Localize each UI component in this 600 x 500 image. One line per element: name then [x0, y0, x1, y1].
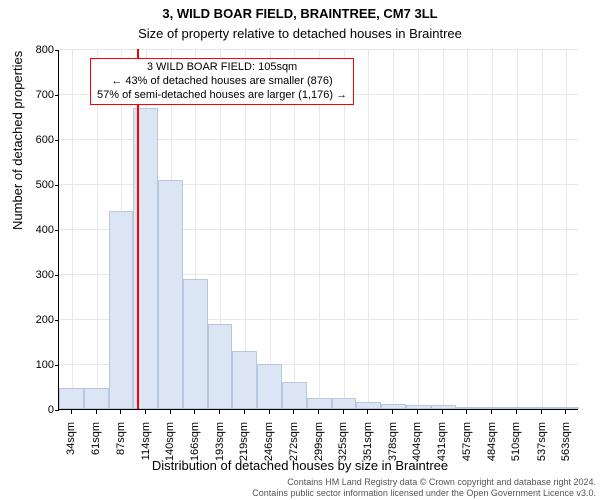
x-tick-mark	[565, 410, 566, 414]
x-tick-label: 537sqm	[536, 422, 548, 472]
histogram-bar	[257, 364, 282, 409]
chart-title: 3, WILD BOAR FIELD, BRAINTREE, CM7 3LL	[0, 6, 600, 21]
histogram-bar	[84, 388, 109, 409]
x-tick-label: 325sqm	[337, 422, 349, 472]
histogram-bar	[208, 324, 233, 410]
histogram-bar	[232, 351, 257, 410]
gridline-v	[72, 50, 73, 409]
histogram-bar	[406, 405, 431, 410]
y-tick-label: 800	[0, 44, 54, 56]
gridline-v	[393, 50, 394, 409]
x-tick-label: 272sqm	[288, 422, 300, 472]
x-tick-mark	[269, 410, 270, 414]
histogram-bar	[183, 279, 208, 410]
x-tick-mark	[516, 410, 517, 414]
gridline-v	[467, 50, 468, 409]
x-tick-mark	[293, 410, 294, 414]
x-tick-mark	[194, 410, 195, 414]
x-tick-label: 34sqm	[65, 422, 77, 472]
x-tick-mark	[541, 410, 542, 414]
x-tick-mark	[343, 410, 344, 414]
histogram-bar	[505, 407, 530, 409]
gridline-v	[542, 50, 543, 409]
x-tick-label: 114sqm	[140, 422, 152, 472]
x-tick-mark	[466, 410, 467, 414]
x-tick-mark	[417, 410, 418, 414]
histogram-bar	[332, 398, 357, 409]
y-tick-label: 400	[0, 224, 54, 236]
histogram-bar	[158, 180, 183, 410]
attribution-footer: Contains HM Land Registry data © Crown c…	[0, 477, 600, 498]
annotation-line-1: 3 WILD BOAR FIELD: 105sqm	[97, 61, 347, 75]
histogram-bar	[307, 398, 332, 409]
chart-subtitle: Size of property relative to detached ho…	[0, 26, 600, 41]
x-tick-mark	[120, 410, 121, 414]
annotation-line-3: 57% of semi-detached houses are larger (…	[97, 89, 347, 103]
histogram-bar	[109, 211, 134, 409]
y-tick-label: 200	[0, 314, 54, 326]
x-tick-mark	[392, 410, 393, 414]
x-tick-mark	[219, 410, 220, 414]
x-tick-label: 404sqm	[411, 422, 423, 472]
x-tick-label: 219sqm	[238, 422, 250, 472]
x-tick-label: 378sqm	[387, 422, 399, 472]
gridline-v	[418, 50, 419, 409]
x-tick-mark	[71, 410, 72, 414]
x-tick-label: 87sqm	[115, 422, 127, 472]
x-tick-label: 166sqm	[189, 422, 201, 472]
highlight-annotation: 3 WILD BOAR FIELD: 105sqm ← 43% of detac…	[90, 58, 354, 105]
footer-line-1: Contains HM Land Registry data © Crown c…	[0, 477, 596, 487]
gridline-v	[566, 50, 567, 409]
y-tick-label: 300	[0, 269, 54, 281]
histogram-bar	[456, 407, 481, 409]
histogram-bar	[431, 405, 456, 410]
x-tick-mark	[145, 410, 146, 414]
histogram-bar	[282, 382, 307, 409]
annotation-line-2: ← 43% of detached houses are smaller (87…	[97, 75, 347, 89]
x-tick-mark	[96, 410, 97, 414]
gridline-v	[368, 50, 369, 409]
y-tick-label: 0	[0, 404, 54, 416]
gridline-v	[443, 50, 444, 409]
gridline-v	[517, 50, 518, 409]
x-tick-label: 299sqm	[313, 422, 325, 472]
histogram-bar	[530, 407, 555, 409]
x-tick-mark	[244, 410, 245, 414]
x-tick-label: 193sqm	[214, 422, 226, 472]
y-tick-label: 500	[0, 179, 54, 191]
x-tick-label: 351sqm	[362, 422, 374, 472]
gridline-v	[492, 50, 493, 409]
y-tick-label: 600	[0, 134, 54, 146]
histogram-bar	[59, 388, 84, 409]
x-tick-label: 61sqm	[90, 422, 102, 472]
x-tick-mark	[318, 410, 319, 414]
x-tick-mark	[442, 410, 443, 414]
y-tick-label: 700	[0, 89, 54, 101]
x-tick-label: 140sqm	[164, 422, 176, 472]
histogram-chart: { "title": "3, WILD BOAR FIELD, BRAINTRE…	[0, 0, 600, 500]
x-tick-mark	[367, 410, 368, 414]
footer-line-2: Contains public sector information licen…	[0, 488, 596, 498]
x-tick-label: 431sqm	[436, 422, 448, 472]
x-tick-label: 510sqm	[510, 422, 522, 472]
histogram-bar	[381, 404, 406, 409]
histogram-bar	[480, 407, 505, 409]
histogram-bar	[555, 407, 580, 409]
x-tick-label: 484sqm	[486, 422, 498, 472]
y-tick-label: 100	[0, 359, 54, 371]
x-tick-label: 563sqm	[560, 422, 572, 472]
x-tick-label: 246sqm	[263, 422, 275, 472]
x-tick-label: 457sqm	[461, 422, 473, 472]
x-tick-mark	[491, 410, 492, 414]
histogram-bar	[356, 402, 381, 409]
x-tick-mark	[170, 410, 171, 414]
